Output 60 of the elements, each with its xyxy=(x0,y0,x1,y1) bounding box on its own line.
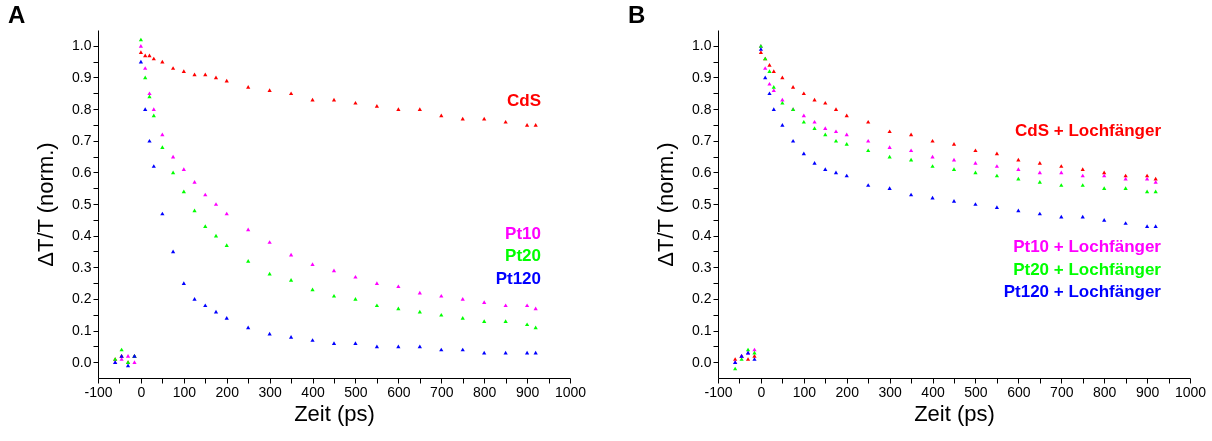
text: Pt120 + Lochfänger xyxy=(1003,282,1162,301)
x-tick-label: 0 xyxy=(757,383,766,400)
y-tick-label: 0.0 xyxy=(72,353,92,370)
x-axis-title: Zeit (ps) xyxy=(294,400,375,426)
y-tick-label: 0.0 xyxy=(692,353,712,370)
series-label: CdS + Lochfänger xyxy=(1015,121,1162,140)
y-tick-label: 0.2 xyxy=(72,290,92,307)
x-tick-label: 600 xyxy=(387,383,411,400)
chart-title: B xyxy=(628,1,646,28)
y-tick-label: 0.3 xyxy=(72,258,92,275)
y-tick-label: 0.3 xyxy=(692,258,712,275)
x-tick-label: 900 xyxy=(515,383,540,400)
x-tick-label: 400 xyxy=(921,383,945,400)
x-tick-label: 300 xyxy=(258,383,283,400)
x-tick-label: 400 xyxy=(301,383,325,400)
y-tick-label: 0.4 xyxy=(692,227,712,244)
y-axis-title: ΔT/T (norm.) xyxy=(653,142,679,267)
y-tick-label: 1.0 xyxy=(72,37,92,54)
y-tick-label: 0.6 xyxy=(692,163,712,180)
text: Pt10 + Lochfänger xyxy=(1013,237,1162,256)
y-tick-label: 0.1 xyxy=(692,322,712,339)
y-tick-label: 0.1 xyxy=(72,322,92,339)
series-label: CdS xyxy=(507,91,541,110)
y-tick-label: 0.7 xyxy=(692,132,712,149)
x-tick-label: 200 xyxy=(215,383,240,400)
y-tick-label: 0.9 xyxy=(72,68,92,85)
x-tick-label: 100 xyxy=(172,383,197,400)
y-tick-label: 0.5 xyxy=(72,195,92,212)
x-tick-label: -100 xyxy=(704,383,733,400)
x-tick-label: 500 xyxy=(964,383,988,400)
text: Pt120 xyxy=(495,269,541,288)
x-tick-label: 200 xyxy=(835,383,860,400)
x-tick-label: 800 xyxy=(1093,383,1117,400)
y-tick-label: 0.8 xyxy=(692,100,712,117)
chart-title: A xyxy=(8,1,26,28)
y-tick-label: 0.9 xyxy=(692,68,712,85)
x-tick-label: 900 xyxy=(1135,383,1160,400)
y-tick-label: 0.8 xyxy=(72,100,92,117)
x-tick-label: 700 xyxy=(430,383,454,400)
x-axis-title: Zeit (ps) xyxy=(914,400,995,426)
text: Pt20 + Lochfänger xyxy=(1013,260,1162,279)
x-tick-label: 0 xyxy=(137,383,146,400)
y-axis-title: ΔT/T (norm.) xyxy=(33,142,59,267)
y-tick-label: 0.6 xyxy=(72,163,92,180)
y-tick-label: 0.4 xyxy=(72,227,92,244)
x-tick-label: 700 xyxy=(1050,383,1074,400)
x-tick-label: 800 xyxy=(473,383,497,400)
x-tick-label: 600 xyxy=(1007,383,1031,400)
x-tick-label: 1000 xyxy=(554,383,587,400)
y-tick-label: 1.0 xyxy=(692,37,712,54)
x-tick-label: 500 xyxy=(344,383,368,400)
text: Pt10 xyxy=(505,224,541,243)
y-tick-label: 0.7 xyxy=(72,132,92,149)
x-tick-label: 100 xyxy=(792,383,817,400)
x-tick-label: -100 xyxy=(84,383,113,400)
y-tick-label: 0.5 xyxy=(692,195,712,212)
x-tick-label: 1000 xyxy=(1174,383,1207,400)
y-tick-label: 0.2 xyxy=(692,290,712,307)
text: Pt20 xyxy=(505,246,541,265)
x-tick-label: 300 xyxy=(878,383,903,400)
